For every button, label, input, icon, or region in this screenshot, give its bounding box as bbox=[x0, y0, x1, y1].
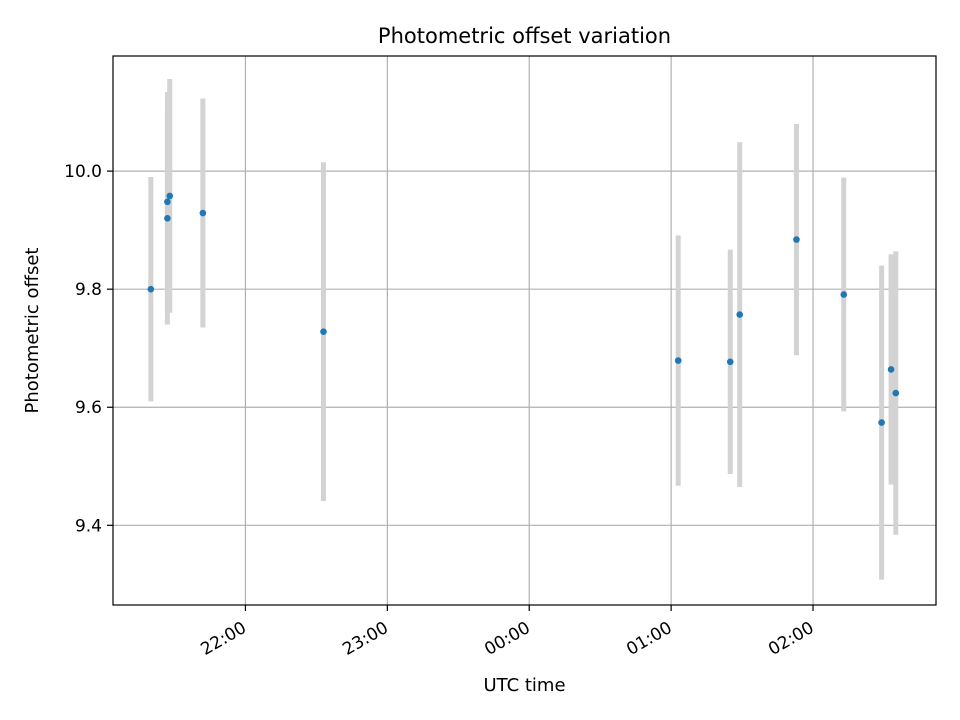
chart-title: Photometric offset variation bbox=[378, 24, 671, 48]
data-point bbox=[164, 215, 171, 222]
data-point bbox=[674, 357, 682, 364]
y-tick-label: 10.0 bbox=[64, 162, 102, 182]
data-point bbox=[147, 285, 155, 293]
data-point bbox=[878, 419, 885, 426]
data-point bbox=[793, 236, 800, 243]
y-tick-label: 9.4 bbox=[75, 516, 102, 536]
data-point bbox=[887, 366, 895, 373]
data-points bbox=[147, 192, 900, 426]
data-point bbox=[892, 389, 900, 397]
data-point bbox=[199, 209, 207, 217]
x-axis-label: UTC time bbox=[483, 675, 565, 696]
data-point bbox=[166, 192, 174, 200]
y-tick-label: 9.8 bbox=[75, 280, 102, 300]
data-point bbox=[736, 311, 744, 318]
data-point bbox=[726, 358, 734, 366]
y-axis-ticks: 9.4 9.6 9.8 10.0 bbox=[64, 162, 113, 536]
data-point bbox=[164, 198, 171, 206]
data-point bbox=[840, 291, 848, 298]
data-point bbox=[320, 328, 327, 335]
y-tick-label: 9.6 bbox=[75, 398, 102, 418]
y-axis-label: Photometric offset bbox=[22, 248, 43, 414]
plot-frame bbox=[112, 55, 937, 606]
